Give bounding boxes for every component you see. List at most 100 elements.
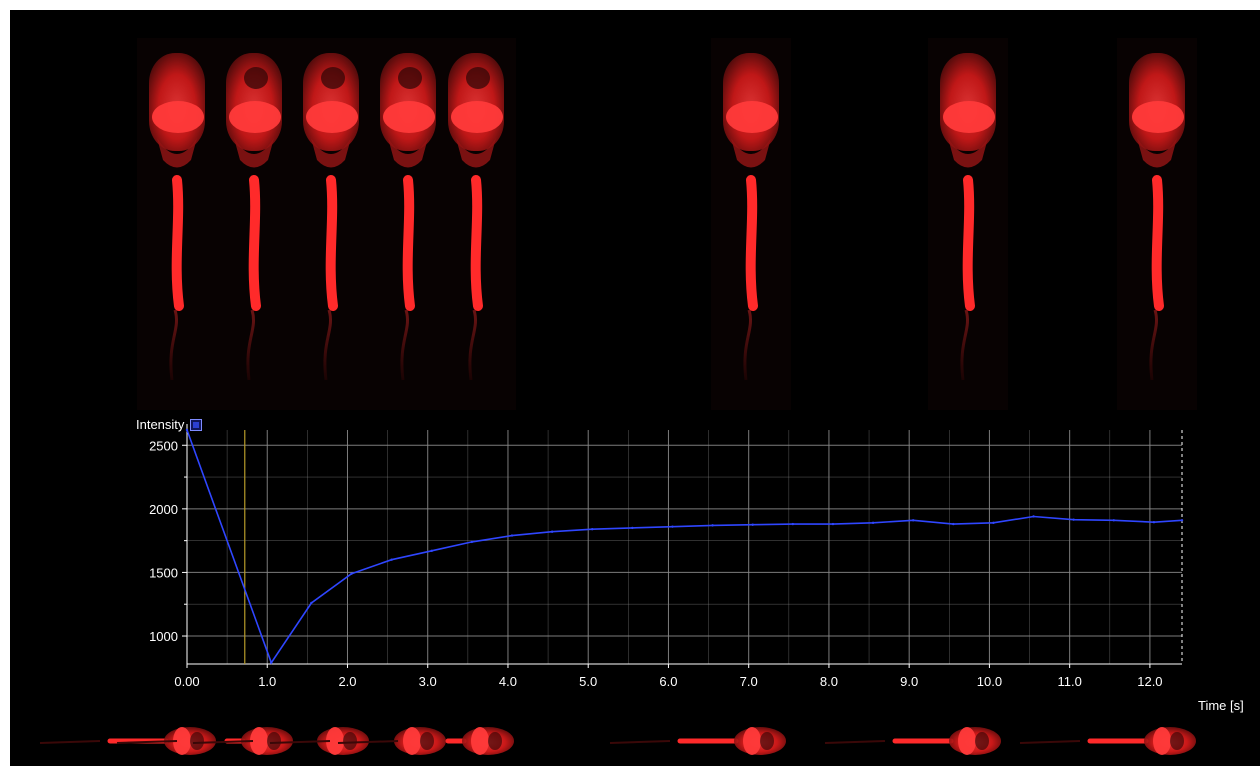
legend-label: Intensity (136, 417, 185, 432)
neck (311, 138, 351, 168)
data-point (510, 534, 514, 537)
cell-nucleus-band (403, 727, 421, 755)
flagellum-tail (116, 740, 178, 744)
flagellum-tail (39, 740, 101, 744)
cell-nucleus-band (1132, 101, 1184, 133)
intensity-time-chart: 0.00 1.0 2.0 3.0 4.0 5.0 6.0 7.0 8.0 9.0 10.0 11.0 1… (39, 38, 1244, 755)
data-point (185, 428, 189, 432)
midpiece (171, 175, 184, 311)
vacuole (1170, 732, 1184, 750)
cell-frame-top (436, 38, 516, 410)
series-line-intensity (186, 429, 1183, 665)
neck (948, 138, 988, 168)
midpiece (1151, 175, 1164, 311)
cell-frame-top (928, 38, 1008, 410)
flagellum-tail (743, 309, 752, 381)
flagellum-tail (246, 309, 255, 381)
cell-frame-top (291, 38, 371, 410)
x-tick-label: 2.0 (338, 674, 356, 689)
cell-nucleus-band (726, 101, 778, 133)
cell-frame-bottom (192, 727, 369, 755)
vacuole (398, 67, 422, 89)
vacuole (420, 732, 434, 750)
cell-frames-top (137, 38, 1197, 410)
legend-swatch (190, 418, 203, 431)
flagellum-tail (169, 309, 178, 381)
cell-frame-bottom (824, 727, 1001, 755)
midpiece (248, 175, 261, 311)
x-tick-label: 1.0 (258, 674, 276, 689)
x-axis-label: Time [s] (1198, 698, 1244, 713)
cell-nucleus-band (326, 727, 344, 755)
vacuole (760, 732, 774, 750)
chart-marks (185, 428, 1184, 665)
neck (456, 138, 496, 168)
chart-axes: 0.00 1.0 2.0 3.0 4.0 5.0 6.0 7.0 8.0 9.0 10.0 11.0 1… (149, 424, 1182, 689)
data-point (911, 519, 915, 522)
midpiece (745, 175, 758, 311)
cell-frame-top (137, 38, 217, 410)
chart-grid (187, 430, 1183, 664)
cell-nucleus-band (958, 727, 976, 755)
data-point (791, 522, 795, 526)
cell-frame-bottom (609, 727, 786, 755)
vacuole (244, 67, 268, 89)
data-point (390, 558, 393, 561)
data-point (871, 521, 875, 525)
y-tick-label: 2000 (149, 502, 178, 517)
neck (234, 138, 274, 168)
x-tick-label: 0.00 (174, 674, 199, 689)
data-point (310, 601, 313, 605)
data-point (550, 530, 554, 533)
data-point (1112, 519, 1115, 522)
cell-frame-bottom (269, 727, 446, 755)
midpiece (402, 175, 415, 311)
cell-nucleus-band (1153, 727, 1171, 755)
vacuole (190, 732, 204, 750)
flagellum-tail (1019, 740, 1081, 744)
chart-legend: Intensity (136, 417, 203, 432)
vacuole (975, 732, 989, 750)
data-point (591, 527, 594, 531)
midpiece (962, 175, 975, 311)
cell-frame-bottom (337, 727, 514, 755)
cell-nucleus-band (451, 101, 503, 133)
cell-frame-top (368, 38, 448, 410)
y-tick-label: 1500 (149, 565, 178, 580)
data-point (350, 572, 353, 575)
y-tick-label: 1000 (149, 629, 178, 644)
x-tick-label: 3.0 (419, 674, 437, 689)
data-point (1152, 521, 1156, 524)
x-tick-label: 7.0 (740, 674, 758, 689)
x-tick-label: 12.0 (1137, 674, 1162, 689)
data-point (430, 549, 433, 553)
data-point (831, 522, 835, 526)
data-point (1072, 518, 1075, 521)
cell-nucleus-band (173, 727, 191, 755)
flagellum-tail (269, 740, 331, 744)
flagellum-tail (824, 740, 886, 744)
midpiece (470, 175, 483, 311)
data-point (470, 540, 474, 544)
data-point (1180, 519, 1184, 522)
cell-nucleus-band (383, 101, 435, 133)
flagellum-tail (323, 309, 332, 381)
y-tick-label: 2500 (149, 438, 178, 453)
data-point (270, 661, 273, 664)
vacuole (466, 67, 490, 89)
vacuole (488, 732, 502, 750)
flagellum-tail (468, 309, 477, 381)
vacuole (267, 732, 281, 750)
cell-frame-bottom (1019, 727, 1196, 755)
data-point (631, 526, 634, 530)
vacuole (343, 732, 357, 750)
neck (388, 138, 428, 168)
cell-nucleus-band (152, 101, 204, 133)
flagellum-tail (960, 309, 969, 381)
flagellum-tail (337, 740, 399, 744)
cell-nucleus-band (250, 727, 268, 755)
flagellum-tail (192, 740, 254, 744)
flagellum-tail (1149, 309, 1158, 381)
x-tick-label: 10.0 (977, 674, 1002, 689)
neck (157, 138, 197, 168)
